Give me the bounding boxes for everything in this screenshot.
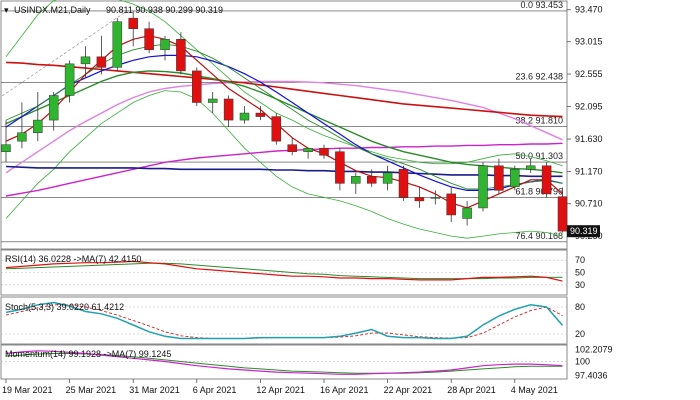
- candle-bear: [223, 98, 234, 121]
- candle-bull: [48, 95, 59, 121]
- stoch-panel-frame: [0, 296, 568, 345]
- candle-bear: [557, 196, 568, 232]
- candle-bear: [192, 70, 202, 103]
- rsi-plot: [1, 259, 567, 286]
- stoch-label: Stoch(5,3,3) 39.0220 61.4212: [5, 302, 124, 312]
- candle-bull: [1, 144, 11, 152]
- rsi-panel-frame: [0, 249, 568, 296]
- main-panel-frame: [0, 0, 568, 250]
- candle-bear: [494, 165, 504, 191]
- price-tick-label: 91.170: [575, 166, 603, 176]
- candle-bull: [510, 169, 520, 188]
- fib-level-label: 23.6 92.438: [515, 71, 563, 81]
- momentum-tick-label: 102.2079: [575, 345, 613, 355]
- bollinger-upper-line: [5, 0, 563, 167]
- date-tick-label: 31 Mar 2021: [129, 385, 180, 395]
- stoch-tick-label: 20: [575, 329, 585, 339]
- candle-bull: [525, 165, 536, 170]
- date-tick-label: 19 Mar 2021: [2, 385, 53, 395]
- momentum-tick-label: 100: [575, 356, 590, 366]
- candle-bull: [303, 147, 313, 152]
- sma-green-line: [5, 70, 563, 174]
- stoch-k-line: [5, 301, 564, 340]
- fib-level-label: 0.0 93.453: [520, 0, 563, 10]
- candle-bull: [462, 207, 472, 219]
- candle-bull: [64, 63, 75, 96]
- chart-symbol: USINDX.M21,Daily: [14, 5, 91, 15]
- momentum-line: [5, 350, 563, 375]
- rsi-label: RSI(14) 36.0228 ->MA(7) 42.4150: [5, 254, 141, 264]
- main-plot: 0.0 93.453 23.6 92.438 38.2 91.810 50.0 91.…: [1, 0, 568, 243]
- date-tick-label: 28 Apr 2021: [447, 385, 496, 395]
- trend-line: [1, 8, 131, 97]
- candle-bull: [80, 56, 91, 65]
- sma-navy-line: [5, 165, 563, 178]
- candle-bull: [33, 119, 43, 133]
- candle-bull: [17, 132, 27, 142]
- ma-fast-blue-line: [5, 54, 563, 191]
- date-tick-label: 25 Mar 2021: [66, 385, 117, 395]
- sma-pink-line: [5, 80, 563, 174]
- candle-bear: [541, 165, 552, 195]
- price-tick-label: 93.470: [575, 5, 603, 15]
- chart-title-icon: ▾: [4, 5, 9, 15]
- sma-magenta-line: [5, 142, 563, 197]
- last-price-label: 90.319: [570, 226, 598, 236]
- candle-bull: [382, 172, 393, 184]
- candle-bear: [366, 176, 377, 184]
- bollinger-lower-line: [5, 90, 563, 239]
- date-tick-label: 22 Apr 2021: [384, 385, 433, 395]
- candle-bull: [430, 197, 441, 199]
- date-tick-label: 12 Apr 2021: [256, 385, 305, 395]
- fib-level-label: 50.0 91.303: [515, 151, 563, 161]
- candle-bull: [478, 165, 488, 209]
- candle-bear: [398, 169, 409, 198]
- candle-bear: [128, 17, 138, 29]
- sma-red-line: [5, 61, 563, 118]
- candle-bull: [160, 39, 170, 51]
- candle-bear: [287, 144, 297, 152]
- price-tick-label: 90.710: [575, 199, 603, 209]
- candle-bear: [319, 147, 329, 156]
- stoch-plot: [1, 301, 567, 340]
- momentum-panel-frame: [0, 344, 568, 380]
- date-tick-label: 16 Apr 2021: [320, 385, 369, 395]
- stoch-d-line: [5, 304, 563, 339]
- momentum-plot: [1, 350, 567, 375]
- price-tick-label: 92.095: [575, 101, 603, 111]
- chart-ohlc: 90.811 90.938 90.299 90.319: [106, 5, 223, 15]
- candle-bull: [351, 176, 361, 184]
- fib-level-label: 76.4 90.168: [515, 231, 563, 241]
- rsi-line: [5, 260, 563, 282]
- price-tick-label: 93.015: [575, 37, 603, 47]
- price-tick-label: 92.555: [575, 69, 603, 79]
- candle-bull: [239, 112, 250, 121]
- rsi-tick-label: 50: [575, 268, 585, 278]
- candle-bear: [255, 112, 266, 117]
- candle-bear: [271, 116, 282, 142]
- fib-level-label: 38.2 91.810: [515, 115, 563, 125]
- momentum-label: Momentum(14) 99.1928 ->MA(7) 99.1245: [5, 349, 171, 359]
- candle-bear: [414, 197, 425, 202]
- rsi-tick-label: 70: [575, 255, 585, 265]
- date-tick-label: 6 Apr 2021: [193, 385, 237, 395]
- candle-bull: [112, 21, 123, 68]
- momentum-tick-label: 97.4036: [575, 370, 608, 380]
- candle-bull: [207, 98, 218, 103]
- rsi-tick-label: 30: [575, 280, 585, 290]
- price-tick-label: 91.630: [575, 134, 603, 144]
- candle-bear: [96, 56, 107, 68]
- candle-bear: [446, 193, 456, 216]
- last-price-tag: [567, 225, 600, 238]
- axes: 93.470 93.015 92.555 92.095 91.630 91.170 90.7…: [2, 5, 613, 395]
- date-tick-label: 4 May 2021: [511, 385, 558, 395]
- candle-bear: [144, 28, 154, 51]
- candle-bear: [335, 151, 345, 184]
- candle-bear: [176, 39, 186, 72]
- stoch-tick-label: 80: [575, 302, 585, 312]
- fib-level-label: 61.8 90.796: [515, 187, 563, 197]
